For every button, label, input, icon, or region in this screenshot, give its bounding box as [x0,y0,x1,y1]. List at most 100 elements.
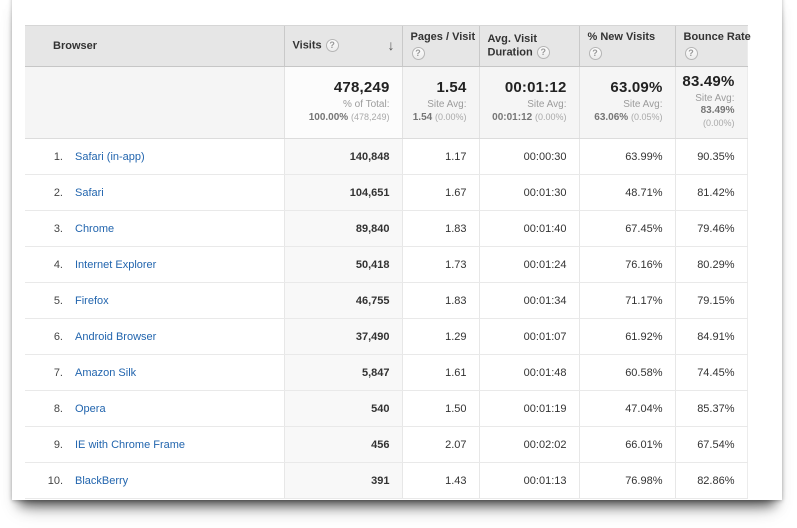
browser-link[interactable]: Chrome [75,222,115,235]
row-rank: 2. [53,186,63,199]
help-icon[interactable]: ? [325,39,339,53]
summary-new-visits-avg-label: Site Avg: [623,99,663,110]
browser-link[interactable]: Android Browser [75,330,157,343]
browser-link[interactable]: Safari [75,186,104,199]
browser-cell: 7. Amazon Silk [25,354,284,391]
visits-value-cell: 89,840 [283,210,402,247]
new-value-cell: 66.01% [578,426,675,463]
summary-duration-cell: 00:01:12 Site Avg: 00:01:12 (0.00%) [478,66,579,139]
summary-new-visits-avg-value: 63.06% [594,112,629,123]
col-header-visits[interactable]: Visits? ↓ [283,25,402,67]
row-rank: 10. [47,474,63,487]
summary-bounce-avg-label: Site Avg: [695,93,735,104]
pages-value-cell: 1.67 [401,174,479,211]
summary-bounce-avg-paren: (0.00%) [702,118,735,128]
browser-link[interactable]: IE with Chrome Frame [75,438,186,451]
visits-value-cell: 391 [283,462,402,499]
table-row: 2. Safari 104,651 1.67 00:01:30 48.71% 81.42% [25,174,747,211]
col-header-bounce-rate[interactable]: Bounce Rate ? [674,25,751,67]
row-rank: 8. [53,402,63,415]
col-header-avg-visit-duration-label: Avg. Visit Duration [487,32,538,59]
new-value-cell: 48.71% [578,174,675,211]
duration-value-cell: 00:00:30 [478,138,579,175]
browser-cell: 2. Safari [25,174,284,211]
browser-link[interactable]: Internet Explorer [75,258,157,271]
bounce-value-cell: 80.29% [674,246,747,283]
pages-value-cell: 1.43 [401,462,479,499]
visits-value-cell: 104,651 [283,174,402,211]
summary-duration-avg-label: Site Avg: [527,99,567,110]
summary-bounce-avg-value: 83.49% [700,105,735,116]
bounce-value-cell: 82.86% [674,462,747,499]
bounce-value-cell: 81.42% [674,174,747,211]
summary-pages-avg-paren: (0.00%) [434,112,467,122]
summary-row: 478,249 % of Total: 100.00% (478,249) 1.5… [25,66,747,139]
duration-value-cell: 00:01:48 [478,354,579,391]
help-icon[interactable]: ? [411,47,425,61]
pages-value-cell: 2.07 [401,426,479,463]
table-row: 1. Safari (in-app) 140,848 1.17 00:00:30 63.9… [25,138,747,175]
help-icon[interactable]: ? [684,47,698,61]
table-row: 7. Amazon Silk 5,847 1.61 00:01:48 60.58% 74.4… [25,354,747,391]
bounce-value-cell: 79.46% [674,210,747,247]
bounce-value-cell: 90.35% [674,138,747,175]
browser-cell: 3. Chrome [25,210,284,247]
visits-value-cell: 50,418 [283,246,402,283]
browser-cell: 4. Internet Explorer [25,246,284,283]
table-row: 10. BlackBerry 391 1.43 00:01:13 76.98% 82.86% [25,462,747,499]
summary-new-visits-avg-paren: (0.05%) [630,112,663,122]
help-icon[interactable]: ? [536,45,550,59]
browser-link[interactable]: BlackBerry [75,474,129,487]
summary-visits-avg-paren: (478,249) [350,112,390,122]
row-rank: 3. [53,222,63,235]
row-rank: 7. [53,366,63,379]
browser-link[interactable]: Opera [75,402,106,415]
table-row: 9. IE with Chrome Frame 456 2.07 00:02:02 66.… [25,426,747,463]
new-value-cell: 63.99% [578,138,675,175]
col-header-browser-label: Browser [53,39,98,52]
summary-bounce-cell: 83.49% Site Avg: 83.49% (0.00%) [674,66,747,139]
row-rank: 9. [53,438,63,451]
row-rank: 5. [53,294,63,307]
duration-value-cell: 00:01:07 [478,318,579,355]
bounce-value-cell: 85.37% [674,390,747,427]
table-body: 1. Safari (in-app) 140,848 1.17 00:00:30 63.9… [25,138,747,499]
browser-cell: 6. Android Browser [25,318,284,355]
table-row: 4. Internet Explorer 50,418 1.73 00:01:24 76.… [25,246,747,283]
col-header-new-visits[interactable]: % New Visits ? [578,25,675,67]
duration-value-cell: 00:01:13 [478,462,579,499]
new-value-cell: 67.45% [578,210,675,247]
browser-report-table: Browser Visits? ↓ Pages / Visit ? Avg. V… [25,25,751,499]
browser-cell: 10. BlackBerry [25,462,284,499]
browser-cell: 8. Opera [25,390,284,427]
table-row: 6. Android Browser 37,490 1.29 00:01:07 61.92… [25,318,747,355]
bounce-value-cell: 79.15% [674,282,747,319]
browser-link[interactable]: Amazon Silk [75,366,137,379]
visits-value-cell: 540 [283,390,402,427]
pages-value-cell: 1.29 [401,318,479,355]
bounce-value-cell: 74.45% [674,354,747,391]
duration-value-cell: 00:01:19 [478,390,579,427]
summary-pages-total: 1.54 [436,79,467,96]
sort-desc-icon: ↓ [387,37,395,54]
col-header-new-visits-label: % New Visits [587,31,656,44]
browser-link[interactable]: Safari (in-app) [75,150,145,163]
col-header-avg-visit-duration[interactable]: Avg. Visit Duration? [478,25,579,67]
summary-visits-avg-label: % of Total: [342,99,390,110]
browser-link[interactable]: Firefox [75,294,109,307]
row-rank: 1. [53,150,63,163]
new-value-cell: 71.17% [578,282,675,319]
visits-value-cell: 456 [283,426,402,463]
col-header-bounce-rate-label: Bounce Rate [683,31,751,44]
col-header-pages-visit[interactable]: Pages / Visit ? [401,25,479,67]
table-row: 3. Chrome 89,840 1.83 00:01:40 67.45% 79.46% [25,210,747,247]
help-icon[interactable]: ? [588,47,602,61]
summary-visits-cell: 478,249 % of Total: 100.00% (478,249) [283,66,402,139]
visits-value-cell: 46,755 [283,282,402,319]
browser-cell: 1. Safari (in-app) [25,138,284,175]
row-rank: 4. [53,258,63,271]
new-value-cell: 47.04% [578,390,675,427]
summary-new-visits-total: 63.09% [610,79,663,96]
col-header-browser[interactable]: Browser [25,25,284,67]
